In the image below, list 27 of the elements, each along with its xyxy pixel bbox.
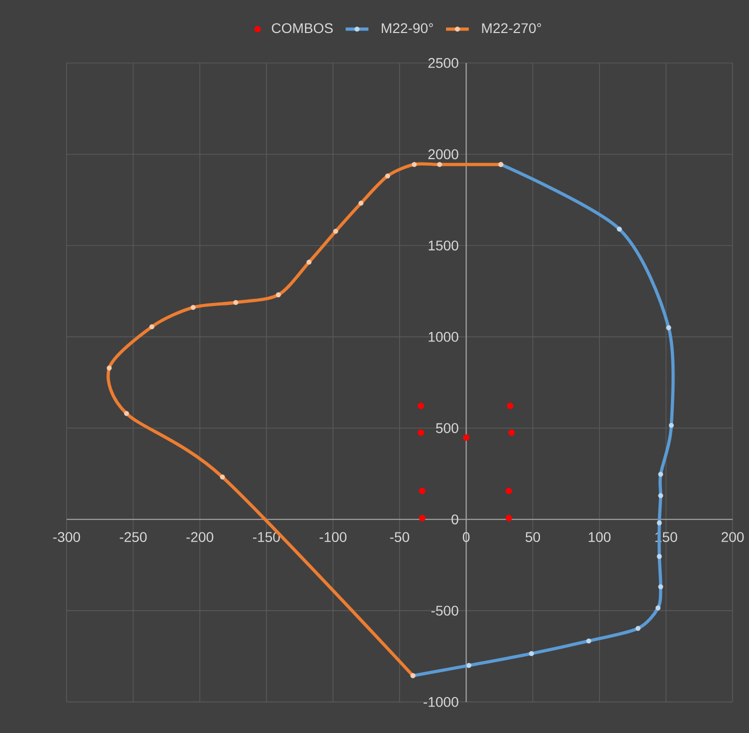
y-tick-label: 1500 [428,240,458,250]
point [506,402,514,410]
x-tick-label: -200 [186,532,214,542]
y-tick-label: -1000 [424,697,458,707]
point [419,514,426,522]
y-tick-label: 1000 [428,332,458,342]
point [506,488,512,494]
point [419,488,426,494]
point [462,434,470,441]
point [418,429,424,436]
x-tick-label: 100 [588,532,611,542]
x-tick-label: -300 [53,532,80,542]
x-tick-label: -250 [120,532,147,542]
x-tick-label: 50 [526,532,540,542]
legend-label: M22-90° [382,23,433,34]
legend-label: M22-270° [482,23,542,34]
point [418,402,424,410]
y-tick-label: 500 [436,423,458,434]
x-tick-label: -100 [320,532,346,542]
point [508,429,515,436]
y-tick-label: 2500 [428,58,458,68]
y-tick-label: -500 [431,606,458,616]
x-tick-label: -50 [390,532,410,542]
point [506,514,512,522]
y-tick-label: 2000 [428,149,458,160]
legend-label: COMBOS [272,23,333,34]
x-tick-label: 200 [722,532,744,542]
